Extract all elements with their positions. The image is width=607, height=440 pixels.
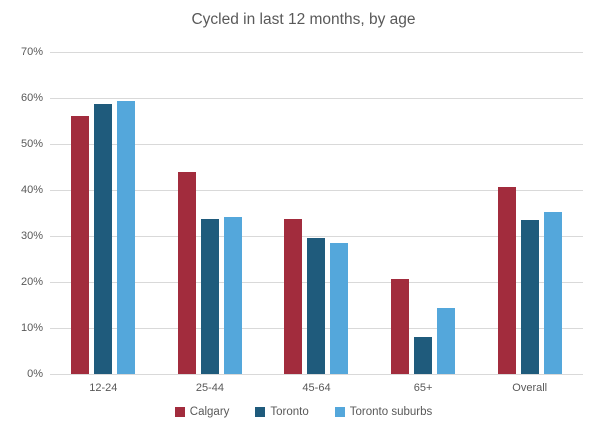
bar-toronto-suburbs bbox=[117, 101, 136, 374]
legend: Calgary Toronto Toronto suburbs bbox=[0, 406, 607, 418]
legend-item-toronto: Toronto bbox=[255, 406, 309, 418]
legend-swatch bbox=[334, 407, 345, 417]
legend-item-toronto-suburbs: Toronto suburbs bbox=[334, 406, 433, 418]
x-axis-category-label: 45-64 bbox=[302, 382, 331, 394]
gridline bbox=[50, 236, 583, 237]
gridline bbox=[50, 98, 583, 99]
gridline bbox=[50, 52, 583, 53]
bar-calgary bbox=[497, 187, 516, 374]
legend-swatch bbox=[174, 407, 185, 417]
bar-toronto bbox=[94, 104, 113, 374]
bar-group-45-64 bbox=[263, 52, 370, 374]
legend-swatch bbox=[255, 407, 266, 417]
y-axis-tick-label: 10% bbox=[20, 322, 43, 334]
bar-toronto-suburbs bbox=[437, 308, 456, 374]
bar-toronto-suburbs bbox=[543, 211, 562, 374]
bar-group-25-44 bbox=[157, 52, 264, 374]
y-axis-tick-label: 50% bbox=[20, 138, 43, 150]
plot-area bbox=[50, 52, 583, 375]
bar-group-12-24 bbox=[50, 52, 157, 374]
bar-toronto bbox=[200, 218, 219, 374]
y-axis-tick-label: 20% bbox=[20, 276, 43, 288]
bar-toronto-suburbs bbox=[330, 243, 349, 374]
y-axis-tick-label: 60% bbox=[20, 92, 43, 104]
bar-calgary bbox=[177, 171, 196, 374]
bar-toronto bbox=[520, 220, 539, 374]
y-axis-tick-label: 70% bbox=[20, 46, 43, 58]
bar-group-65- bbox=[370, 52, 477, 374]
bar-group-overall bbox=[476, 52, 583, 374]
bar-calgary bbox=[284, 218, 303, 374]
legend-label: Toronto bbox=[270, 406, 309, 418]
y-axis-tick-label: 30% bbox=[20, 230, 43, 242]
bar-calgary bbox=[391, 279, 410, 374]
y-axis-tick-label: 40% bbox=[20, 184, 43, 196]
legend-label: Toronto suburbs bbox=[349, 406, 433, 418]
gridline bbox=[50, 190, 583, 191]
x-axis-category-label: 12-24 bbox=[89, 382, 118, 394]
bar-toronto bbox=[307, 238, 326, 374]
bar-calgary bbox=[71, 116, 90, 374]
x-axis-category-label: 65+ bbox=[413, 382, 433, 394]
y-axis-tick-label: 0% bbox=[27, 368, 43, 380]
x-axis-category-label: Overall bbox=[512, 382, 548, 394]
gridline bbox=[50, 374, 583, 375]
legend-item-calgary: Calgary bbox=[174, 406, 230, 418]
bar-toronto bbox=[414, 337, 433, 374]
legend-label: Calgary bbox=[189, 406, 230, 418]
chart-title: Cycled in last 12 months, by age bbox=[191, 11, 416, 28]
gridline bbox=[50, 144, 583, 145]
x-axis-category-label: 25-44 bbox=[195, 382, 224, 394]
bar-toronto-suburbs bbox=[223, 217, 242, 374]
